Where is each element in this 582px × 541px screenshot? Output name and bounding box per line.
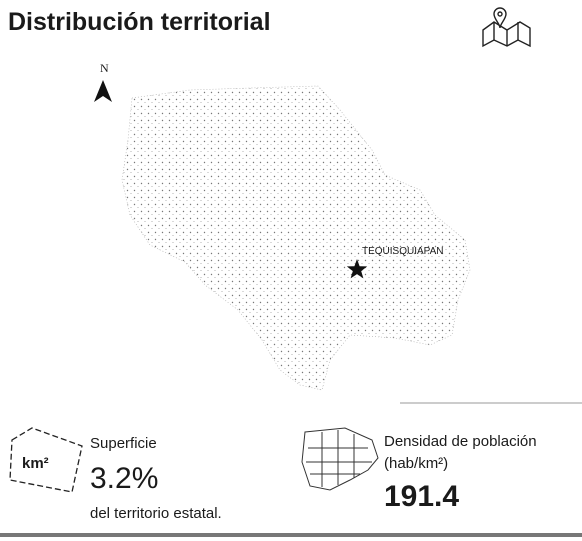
municipality-map <box>121 85 471 391</box>
stat-unit: (hab/km²) <box>384 455 448 472</box>
stat-label: Densidad de población <box>384 433 537 450</box>
stat-value: 191.4 <box>384 480 459 513</box>
density-icon <box>301 427 379 491</box>
stat-label: Superficie <box>90 435 157 452</box>
city-label: TEQUISQUIAPAN <box>362 246 444 257</box>
north-label: N <box>100 61 109 75</box>
km-icon-label: km² <box>22 455 49 472</box>
north-arrow <box>94 80 112 102</box>
city-marker <box>346 259 368 279</box>
stat-note: del territorio estatal. <box>90 505 222 522</box>
map-icon <box>482 7 531 48</box>
bottom-rule <box>0 533 582 537</box>
km-icon <box>9 427 83 493</box>
stat-value: 3.2% <box>90 462 158 495</box>
title: Distribución territorial <box>8 8 271 36</box>
